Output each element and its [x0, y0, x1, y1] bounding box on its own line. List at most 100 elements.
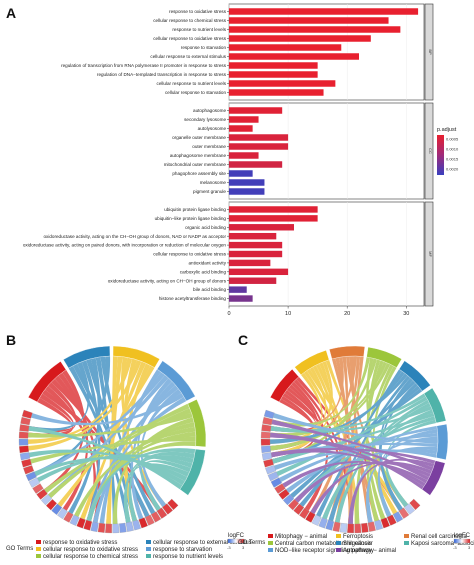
bar	[229, 224, 294, 231]
bar	[229, 286, 247, 293]
chord-ribbon	[28, 357, 133, 444]
legend-swatch	[336, 548, 341, 552]
gene-arc	[23, 465, 35, 475]
gene-arc	[21, 409, 33, 419]
chord-diagram-b	[18, 345, 207, 534]
ribbons	[269, 356, 438, 524]
legend-swatch	[146, 547, 151, 551]
gene-arc	[260, 438, 271, 446]
bar	[229, 143, 289, 150]
logfc-colorbar	[227, 538, 245, 544]
category-label: response to starvation	[181, 45, 227, 50]
gene-arc	[392, 511, 404, 523]
bar	[229, 152, 259, 159]
bar	[229, 277, 277, 284]
legend-label: Shigellosis	[343, 541, 372, 547]
chord-ribbon	[270, 406, 433, 433]
gene-arc	[144, 514, 155, 526]
gene-arc	[19, 424, 30, 432]
gene-arc	[267, 471, 279, 482]
chord-ribbon	[86, 431, 196, 522]
gene-arc	[51, 503, 63, 515]
legend-swatch	[146, 554, 151, 558]
chord-ribbon	[42, 389, 161, 511]
category-label: oxidoreductase activity, acting on paire…	[23, 243, 227, 248]
bar	[229, 116, 259, 123]
gene-arc	[374, 519, 383, 531]
category-label: autophagosome membrane	[170, 153, 227, 158]
bar	[229, 250, 283, 258]
panel-c: C GO Terms Mitophagy − animal Ferroptosis R…	[238, 332, 474, 554]
chord-ribbon	[271, 419, 434, 471]
chord-ribbon	[310, 461, 433, 515]
bar	[229, 188, 265, 195]
chord-ribbon	[95, 356, 118, 524]
legend-tick-label: 0.0020	[446, 167, 459, 172]
bar	[229, 35, 371, 42]
gene-arc	[83, 519, 93, 531]
term-arc	[27, 361, 67, 403]
term-arc	[112, 345, 160, 368]
gene-arc	[260, 431, 271, 439]
legend-label: response to oxidative stress	[43, 540, 117, 546]
gene-arc	[263, 409, 275, 419]
legend-swatch	[36, 554, 41, 558]
chord-ribbon	[140, 388, 182, 508]
facet-strip-label: MF	[428, 251, 433, 257]
bar	[229, 161, 283, 168]
gene-arc	[28, 477, 40, 488]
category-label: phagophore assembly site	[172, 171, 226, 176]
chord-ribbon	[316, 369, 403, 517]
chord-ribbon	[377, 429, 438, 518]
chord-ribbon	[68, 357, 101, 515]
gene-arc	[20, 416, 31, 426]
gene-arc	[263, 458, 274, 468]
gene-arc	[105, 523, 112, 534]
chord-ribbon	[270, 362, 332, 458]
x-tick-label: 30	[403, 311, 409, 317]
gene-arc	[90, 521, 99, 532]
bar	[229, 268, 289, 276]
legend-label: cellular response to oxidative stress	[43, 547, 138, 553]
chord-ribbon	[349, 356, 373, 523]
logfc-tick: -3	[227, 545, 231, 550]
category-label: secondary lysosome	[184, 117, 226, 122]
chord-ribbon	[354, 364, 394, 524]
category-label: autolysosome	[198, 126, 227, 131]
facet-cc: CC autophagosome secondary lysosome autolys…	[164, 102, 434, 200]
term-arc	[366, 346, 402, 368]
legend-swatch	[404, 534, 409, 538]
category-label: melanosome	[200, 180, 227, 185]
bar	[229, 53, 359, 60]
x-tick-label: 20	[344, 311, 350, 317]
legend-swatch	[146, 540, 151, 544]
gene-arc	[167, 498, 179, 510]
logfc-tick: -3	[453, 545, 457, 550]
category-label: ubiquitin−like protein ligase binding	[155, 216, 227, 221]
legend-swatch	[268, 534, 273, 538]
gene-arc	[380, 517, 390, 529]
legend-colorbar	[437, 135, 444, 175]
gene-arc	[125, 521, 134, 532]
chord-ribbon	[270, 360, 333, 438]
category-label: response to nutrient levels	[172, 27, 226, 32]
gene-arc	[63, 511, 74, 523]
legend-label: Mitophagy − animal	[275, 534, 327, 540]
chord-ribbon	[28, 361, 90, 432]
bar	[229, 179, 265, 186]
legend-label: NOD−like receptor signaling pathway	[275, 548, 374, 554]
legend-tick-label: 0.0010	[446, 147, 459, 152]
gene-arc	[18, 431, 29, 439]
legend-label: Renal cell carcinoma	[411, 534, 467, 540]
facet-bp: BP response to oxidative stress cellular r…	[61, 3, 434, 101]
legend-title: GO Terms	[6, 546, 33, 552]
chord-ribbon	[272, 395, 317, 464]
legend-swatch	[268, 541, 273, 545]
category-label: histone acetyltransferase binding	[159, 296, 227, 301]
bar	[229, 62, 318, 69]
gene-arc	[261, 452, 273, 461]
chord-ribbon	[270, 398, 316, 451]
gene-arc	[287, 499, 299, 511]
legend-swatch	[404, 541, 409, 545]
